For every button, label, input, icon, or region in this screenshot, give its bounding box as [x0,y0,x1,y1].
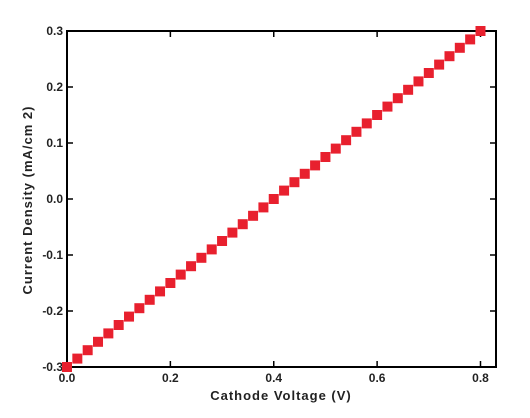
x-tick-label: 0.6 [369,371,386,385]
data-point [403,84,414,95]
x-tick-label: 0.4 [265,371,282,385]
data-point [465,34,476,45]
data-point [423,68,434,78]
data-point [454,42,465,53]
x-tick-label: 0.2 [162,371,179,385]
x-tick-label: 0.8 [472,371,489,385]
data-point [103,328,114,339]
data-point [310,160,321,171]
data-point [330,143,341,154]
data-point [227,227,238,238]
y-tick-label: -0.2 [42,304,63,318]
data-point [206,244,217,255]
y-tick-label: -0.1 [42,248,63,262]
data-point [289,177,300,188]
data-point [186,261,197,272]
data-point [144,294,155,305]
data-point [217,236,228,246]
data-point [444,51,455,62]
y-tick-label: 0.0 [46,192,63,206]
data-point [392,93,403,104]
data-point [72,353,83,364]
data-point [279,185,290,196]
data-point [434,59,445,70]
data-point [475,26,486,36]
data-point [413,76,424,87]
y-tick-label: 0.2 [46,80,63,94]
data-point [341,135,352,146]
data-point [237,219,248,230]
data-point [320,152,331,162]
data-point [93,336,104,347]
data-point [165,278,176,288]
x-axis: 0.0 0.2 0.4 0.6 0.8 [59,31,489,385]
data-point [175,269,186,280]
data-point [62,362,72,372]
data-point [113,320,124,330]
y-tick-label: 0.1 [46,136,63,150]
data-point [134,303,145,314]
data-point [124,311,135,322]
data-point [258,202,269,213]
data-point [268,194,279,204]
data-point [155,286,166,297]
x-axis-label: Cathode Voltage (V) [210,388,352,403]
data-point [351,126,362,137]
data-point [372,110,383,120]
data-point [82,345,93,356]
data-point [248,210,259,221]
y-axis-label: Current Density (mA/cm 2) [20,106,35,295]
y-tick-label: -0.3 [42,360,63,374]
x-tick-label: 0.0 [59,371,76,385]
data-point [382,101,393,112]
data-series [62,26,486,372]
data-point [196,252,207,263]
data-point [361,118,372,129]
y-tick-label: 0.3 [46,24,63,38]
y-axis: -0.3 -0.2 -0.1 0.0 0.1 0.2 0.3 [42,24,496,374]
data-point [299,168,310,179]
